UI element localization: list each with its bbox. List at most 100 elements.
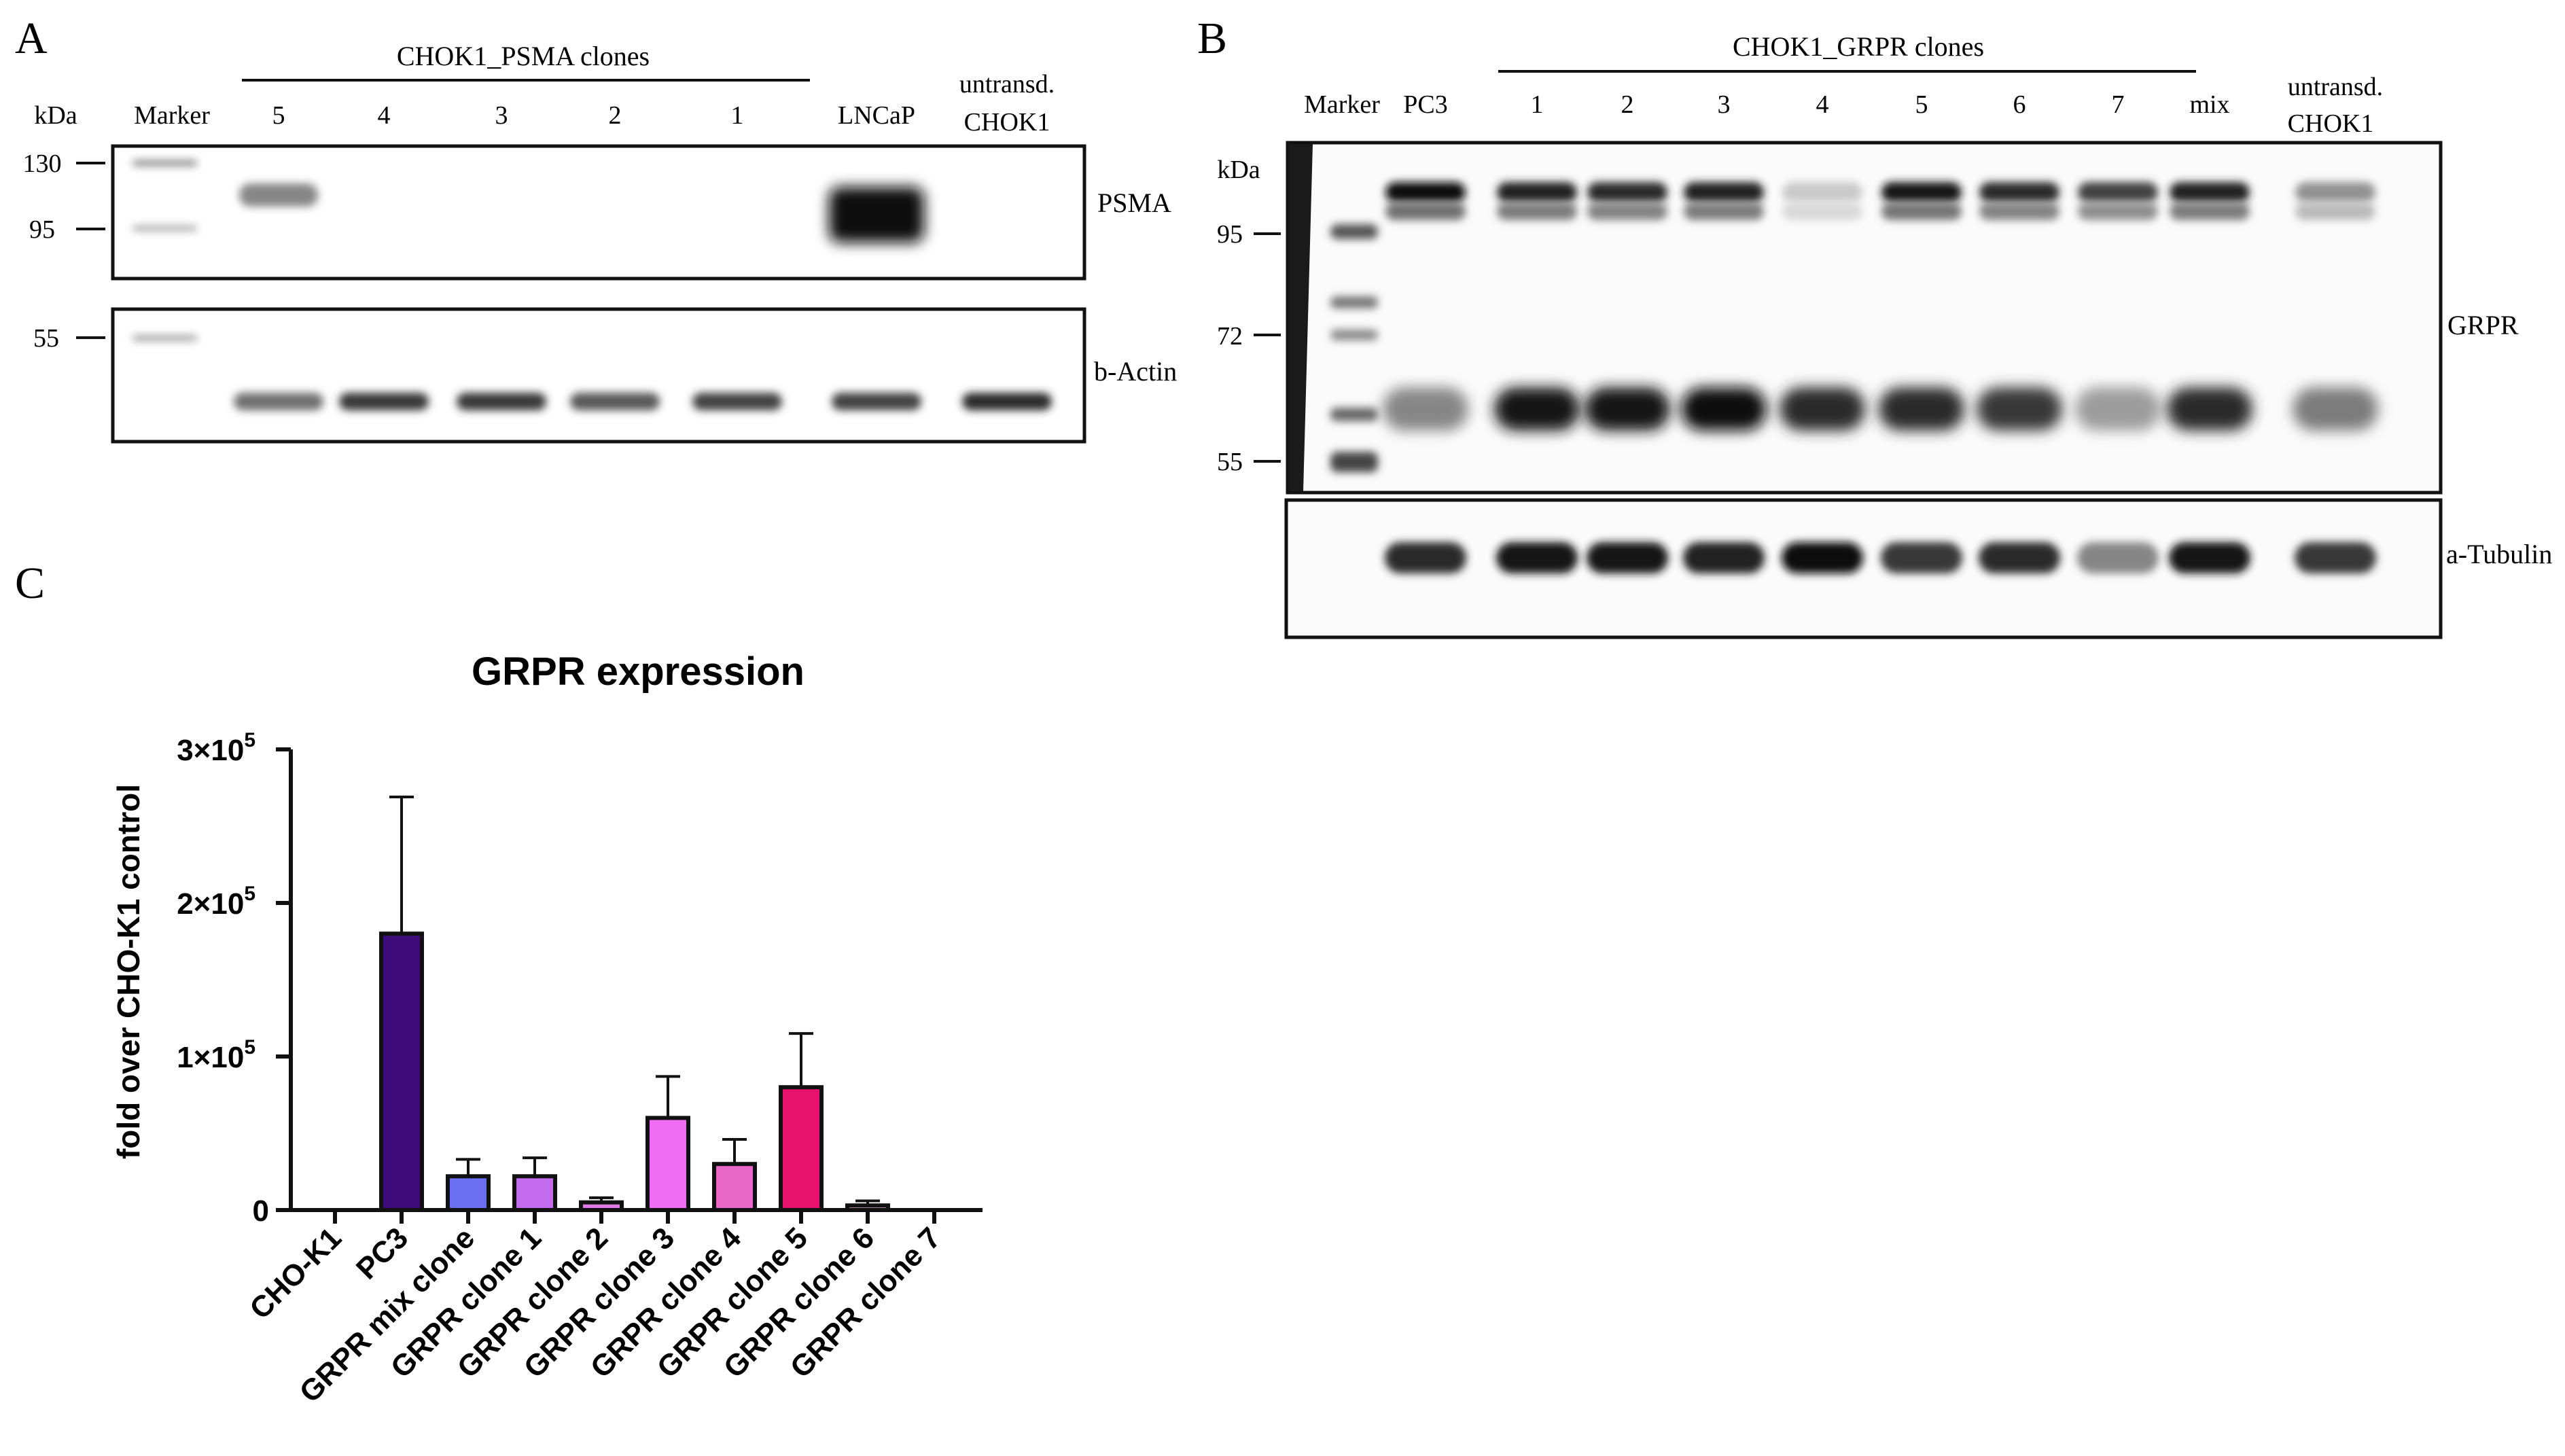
psma-marker-band-95 [132,226,197,230]
y-tick-exponent: 5 [244,1036,255,1059]
psma-band [239,183,318,207]
grpr-band-upper-shadow [1782,202,1862,220]
grpr-band-upper [1979,182,2059,202]
grpr-band-lower [1494,387,1580,431]
panel-b-lane-label: mix [2189,90,2229,119]
psma-blot [111,144,1086,281]
grpr-band-upper [1684,182,1764,202]
tubulin-blot-label: a-Tubulin [2446,539,2552,569]
grpr-band-upper-shadow [1497,202,1577,220]
grpr-band-lower [2293,387,2378,431]
actin-blot-label: b-Actin [1094,356,1177,387]
grpr-band-upper-shadow [1385,202,1466,220]
tubulin-band [1587,542,1668,573]
tubulin-band [2169,542,2250,573]
panel-a-letter: A [15,14,48,63]
panel-b-lane-label: 6 [2013,90,2026,119]
tubulin-blot [1284,498,2443,639]
panel-b-lane-label: 4 [1816,90,1829,119]
panel-a-lane-label: 3 [495,101,508,130]
grpr-band-upper-shadow [1979,202,2059,220]
y-tick-label: 3×105 [177,729,255,767]
grpr-marker-band [1330,296,1378,308]
tubulin-band [1881,542,1962,573]
actin-band [234,393,323,410]
grpr-band-upper [2078,182,2158,202]
panel-a: A CHOK1_PSMA clones kDa Marker 5 4 3 2 1… [15,14,1177,444]
grpr-band-upper-shadow [1684,202,1764,220]
panel-b-lane-label: PC3 [1403,90,1447,119]
grpr-band-lower [2167,387,2252,431]
y-tick-label: 2×105 [177,883,255,921]
grpr-marker-band [1330,408,1378,421]
y-ticks: 0 1×105 2×105 3×105 [177,729,291,1228]
y-tick-exponent: 5 [244,883,255,905]
bars [379,796,890,1213]
tubulin-band [1979,542,2060,573]
panel-a-lane-label: Marker [134,101,210,130]
grpr-band-lower [1977,387,2062,431]
grpr-band-lower [2075,387,2161,431]
grpr-bands [1383,182,2378,431]
grpr-band-lower [1383,387,1468,431]
marker-72-label-b: 72 [1217,322,1243,351]
grpr-band-upper [2295,182,2375,202]
marker-95-label-b: 95 [1217,220,1243,249]
tubulin-band [1683,542,1765,573]
tubulin-band [1496,542,1578,573]
grpr-band-upper [1385,182,1466,202]
bar [712,1162,757,1212]
grpr-band-upper-shadow [2078,202,2158,220]
panel-a-group-label: CHOK1_PSMA clones [397,41,650,71]
bar [579,1200,624,1212]
panel-b-lane-label: 5 [1915,90,1928,119]
grpr-band-upper-shadow [2170,202,2250,220]
psma-band [829,187,924,243]
actin-band [832,393,921,410]
panel-b-kda-label: kDa [1217,156,1260,184]
tubulin-band [2077,542,2159,573]
panel-b-untransduced-line1: untransd. [2288,73,2383,101]
x-tick-label: CHO-K1 [243,1221,348,1326]
panel-b-lane-label: Marker [1304,90,1380,119]
panel-b-lane-label: 7 [2112,90,2125,119]
grpr-band-upper-shadow [1881,202,1962,220]
chart-title: GRPR expression [472,650,804,694]
y-tick-exponent: 5 [244,729,255,751]
panel-a-lane-label: 2 [609,101,622,130]
grpr-band-upper [2170,182,2250,202]
panel-a-untransduced-line2: CHOK1 [964,108,1050,137]
actin-band [457,393,546,410]
grpr-blot [1286,141,2443,495]
panel-a-lane-label: 1 [731,101,744,130]
tubulin-bands [1385,542,2376,573]
actin-blot [111,307,1086,444]
panel-b-untransduced-line2: CHOK1 [2288,109,2374,138]
actin-band [339,393,429,410]
grpr-band-upper [1587,182,1667,202]
grpr-band-lower [1681,387,1767,431]
panel-b: B CHOK1_GRPR clones Marker PC3 1 2 3 4 5… [1197,14,2552,639]
actin-band [692,393,782,410]
bar [446,1174,491,1213]
grpr-band-lower [1585,387,1670,431]
grpr-marker-band [1330,330,1378,340]
psma-blot-label: PSMA [1097,188,1171,218]
panel-a-lane-label: 4 [378,101,391,130]
grpr-blot-label: GRPR [2447,310,2519,340]
bar [512,1174,557,1213]
actin-bands [234,393,1052,410]
y-tick-label: 1×105 [177,1036,255,1074]
grpr-band-upper [1881,182,1962,202]
grpr-band-lower [1780,387,1865,431]
grpr-blot-edge-artifact [1289,144,1313,491]
actin-band [570,393,660,410]
psma-bands [239,183,924,243]
panel-c: C GRPR expression fold over CHO-K1 contr… [15,558,983,1409]
bar [845,1203,890,1212]
grpr-marker-band [1330,224,1378,239]
panel-c-letter: C [15,558,45,608]
panel-a-lane-label: 5 [272,101,285,130]
